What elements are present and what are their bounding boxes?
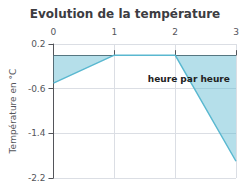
svg-text:1: 1 <box>111 27 117 37</box>
svg-text:3: 3 <box>233 27 239 37</box>
svg-text:0.2: 0.2 <box>31 39 45 49</box>
svg-text:heure par heure: heure par heure <box>148 74 230 84</box>
svg-text:2: 2 <box>172 27 178 37</box>
svg-text:-1.4: -1.4 <box>28 128 46 138</box>
svg-text:0: 0 <box>51 27 57 37</box>
svg-text:Evolution de la température: Evolution de la température <box>30 7 221 21</box>
svg-text:-0.6: -0.6 <box>28 84 46 94</box>
svg-text:-2.2: -2.2 <box>28 173 46 183</box>
svg-text:Température en °C: Température en °C <box>8 69 18 155</box>
